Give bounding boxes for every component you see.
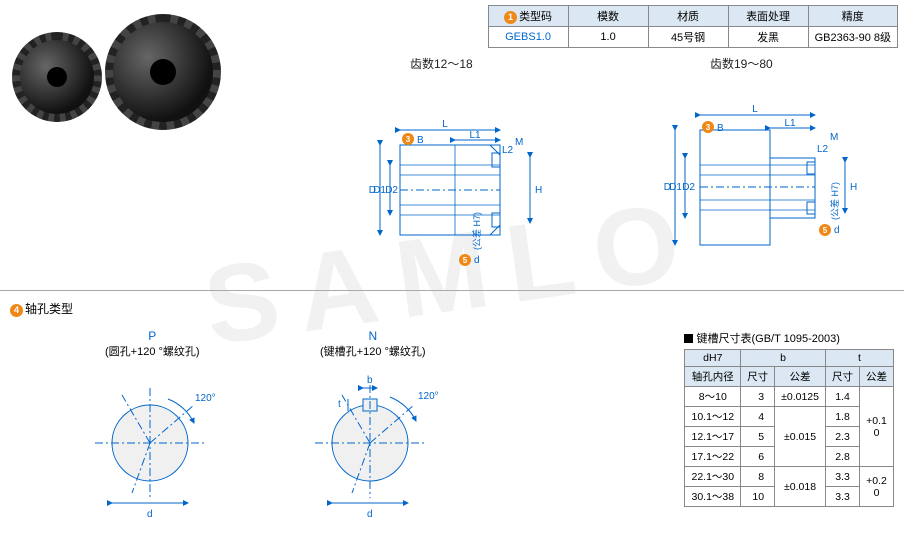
kw-header-row2: 轴孔内径 尺寸 公差 尺寸 公差: [685, 367, 894, 387]
svg-text:L: L: [752, 104, 758, 115]
svg-text:M: M: [830, 132, 838, 143]
drawing-title-small: 齿数12～18: [410, 55, 473, 72]
spec-val-surface: 发黑: [728, 27, 808, 48]
spec-header-row: 1类型码 模数 材质 表面处理 精度: [488, 6, 897, 27]
kw-h-bdim: 尺寸: [741, 367, 775, 387]
spec-col-module: 模数: [568, 6, 648, 27]
hole-diagrams: P(圆孔+120 °螺纹孔) N(键槽孔+120 °螺纹孔) 120° d: [50, 328, 550, 538]
svg-text:L: L: [442, 119, 448, 130]
hole-type-section: 4轴孔类型: [10, 300, 73, 325]
svg-text:(公差 H7): (公差 H7): [829, 182, 840, 220]
svg-text:d: d: [474, 255, 480, 266]
spec-table: 1类型码 模数 材质 表面处理 精度 GEBS1.0 1.0 45号钢 发黑 G…: [488, 5, 898, 48]
svg-text:L1: L1: [784, 118, 796, 129]
svg-text:D2: D2: [682, 182, 695, 193]
svg-text:d: d: [147, 509, 153, 520]
kw-h-tdim: 尺寸: [826, 367, 860, 387]
svg-text:M: M: [515, 137, 523, 148]
svg-text:5: 5: [823, 226, 828, 235]
spec-col-surface: 表面处理: [728, 6, 808, 27]
kw-h-btol: 公差: [775, 367, 826, 387]
svg-text:d: d: [367, 509, 373, 520]
svg-text:t: t: [338, 399, 341, 410]
svg-text:L1: L1: [469, 130, 481, 141]
spec-val-module: 1.0: [568, 27, 648, 48]
kw-h-t: t: [826, 350, 894, 367]
svg-text:D1: D1: [669, 182, 682, 193]
kw-row: 8～103±0.01251.4+0.10: [685, 387, 894, 407]
drawing-title-large: 齿数19～80: [710, 55, 773, 72]
spec-col-material: 材质: [648, 6, 728, 27]
keyway-table-title: 键槽尺寸表(GB/T 1095-2003): [684, 330, 894, 346]
svg-text:120°: 120°: [418, 391, 439, 402]
svg-text:B: B: [417, 135, 424, 146]
square-bullet-icon: [684, 334, 693, 343]
kw-h-ttol: 公差: [860, 367, 894, 387]
svg-text:3: 3: [406, 135, 411, 144]
svg-text:(公差 H7): (公差 H7): [471, 212, 482, 250]
svg-text:b: b: [367, 375, 373, 386]
technical-drawings: 齿数12～18 齿数19～80 L L1 3 B L2 M: [240, 55, 900, 280]
hole-type-num-icon: 4: [10, 304, 23, 317]
section-divider: [0, 290, 904, 291]
kw-row: 22.1～308±0.0183.3+0.20: [685, 467, 894, 487]
svg-text:H: H: [535, 185, 542, 196]
svg-text:D2: D2: [385, 185, 398, 196]
svg-text:H: H: [850, 182, 857, 193]
p-hole-label: P(圆孔+120 °螺纹孔): [105, 328, 200, 361]
gear-product-photo: [6, 18, 231, 128]
svg-text:B: B: [717, 123, 724, 134]
svg-text:3: 3: [706, 123, 711, 132]
type-code-num-icon: 1: [504, 11, 517, 24]
svg-text:L2: L2: [502, 145, 514, 156]
svg-text:120°: 120°: [195, 393, 216, 404]
keyway-table: dH7 b t 轴孔内径 尺寸 公差 尺寸 公差 8～103±0.01251.4…: [684, 349, 894, 507]
svg-text:d: d: [834, 225, 840, 236]
spec-col-type: 1类型码: [488, 6, 568, 27]
spec-col-precision: 精度: [808, 6, 897, 27]
kw-h-b: b: [741, 350, 826, 367]
n-hole-label: N(键槽孔+120 °螺纹孔): [320, 328, 426, 361]
kw-h-d: dH7: [685, 350, 741, 367]
hole-type-title: 4轴孔类型: [10, 300, 73, 317]
keyway-table-wrap: 键槽尺寸表(GB/T 1095-2003) dH7 b t 轴孔内径 尺寸 公差…: [684, 330, 894, 507]
kw-h-dsub: 轴孔内径: [685, 367, 741, 387]
svg-text:5: 5: [463, 256, 468, 265]
spec-val-precision: GB2363-90 8级: [808, 27, 897, 48]
gear-drawing-svg: L L1 3 B L2 M D D1 D2 H 5 d (公差 H7): [240, 55, 900, 280]
kw-header-row1: dH7 b t: [685, 350, 894, 367]
spec-data-row: GEBS1.0 1.0 45号钢 发黑 GB2363-90 8级: [488, 27, 897, 48]
svg-text:L2: L2: [817, 144, 829, 155]
spec-val-type: GEBS1.0: [488, 27, 568, 48]
spec-val-material: 45号钢: [648, 27, 728, 48]
